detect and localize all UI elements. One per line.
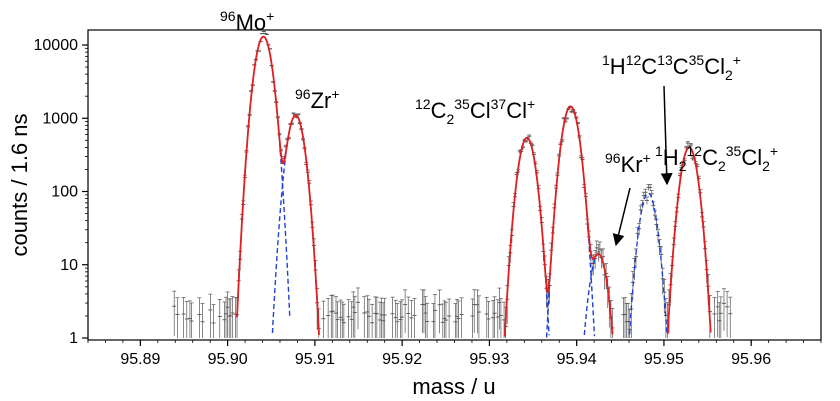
arrow-96kr bbox=[612, 187, 631, 247]
total-fit-3 bbox=[666, 146, 712, 334]
label-96mo: 96Mo+ bbox=[220, 8, 274, 35]
x-axis-title: mass / u bbox=[412, 374, 495, 399]
label-96zr: 96Zr+ bbox=[295, 86, 340, 113]
x-tick-label: 95.92 bbox=[382, 351, 422, 368]
label-h-c-13c-cl2: 1H12C13C35Cl2+ bbox=[602, 52, 741, 83]
component-fit-6 bbox=[628, 192, 668, 335]
x-tick-label: 95.90 bbox=[208, 351, 248, 368]
label-h2-c2-cl2: 1H212C235Cl2+ bbox=[655, 143, 778, 174]
x-tick-label: 95.95 bbox=[644, 351, 684, 368]
label-96kr: 96Kr+ bbox=[605, 150, 651, 177]
total-fit-2 bbox=[503, 105, 614, 337]
y-tick-label: 1 bbox=[69, 330, 78, 347]
x-tick-label: 95.96 bbox=[731, 351, 771, 368]
chart-axes: 95.89 95.90 95.91 95.92 95.93 95.94 95.95 95.96… bbox=[34, 37, 822, 368]
arrow-h-c-13c-cl2 bbox=[660, 85, 673, 186]
x-tick-label: 95.93 bbox=[469, 351, 509, 368]
chart-marks bbox=[172, 31, 733, 338]
peak-labels: 96Mo+ 96Zr+ 12C235Cl37Cl+ 96Kr+ 1H12C13C35Cl… bbox=[220, 8, 778, 247]
x-tick-label: 95.94 bbox=[557, 351, 597, 368]
y-tick-label: 10000 bbox=[34, 37, 79, 54]
y-tick-label: 1000 bbox=[42, 110, 78, 127]
y-tick-label: 100 bbox=[51, 184, 78, 201]
y-tick-label: 10 bbox=[60, 257, 78, 274]
label-c2-cl2: 12C235Cl37Cl+ bbox=[415, 96, 535, 127]
y-axis-title: counts / 1.6 ns bbox=[7, 113, 32, 256]
x-tick-label: 95.91 bbox=[295, 351, 335, 368]
total-fit-1 bbox=[236, 35, 320, 335]
x-tick-label: 95.89 bbox=[120, 351, 160, 368]
